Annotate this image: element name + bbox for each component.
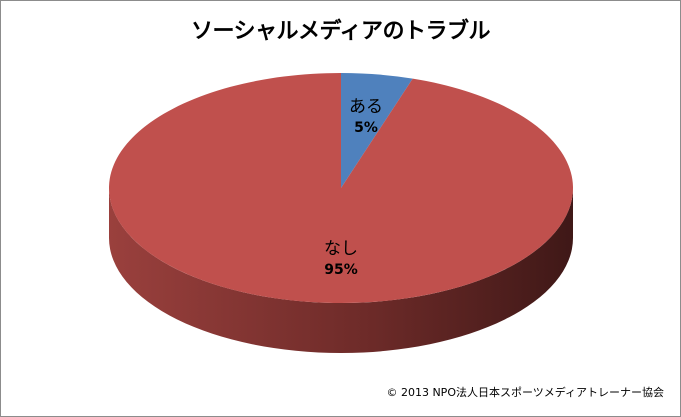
data-label-aru-percent: 5% (354, 120, 378, 136)
data-label-aru-category: ある (349, 97, 383, 117)
pie-slices (109, 73, 574, 353)
data-label-aru: ある 5% (339, 97, 393, 139)
data-label-nashi-category: なし (324, 239, 358, 259)
data-label-nashi: なし 95% (301, 239, 381, 281)
pie-slice-aru (341, 73, 413, 188)
pie-slice-nashi (109, 73, 574, 303)
pie-side-nashi (109, 188, 573, 353)
chart-title: ソーシャルメディアのトラブル (190, 19, 491, 44)
data-label-nashi-percent: 95% (324, 262, 358, 278)
copyright-notice: © 2013 NPO法人日本スポーツメディアトレーナー協会 (386, 386, 664, 399)
